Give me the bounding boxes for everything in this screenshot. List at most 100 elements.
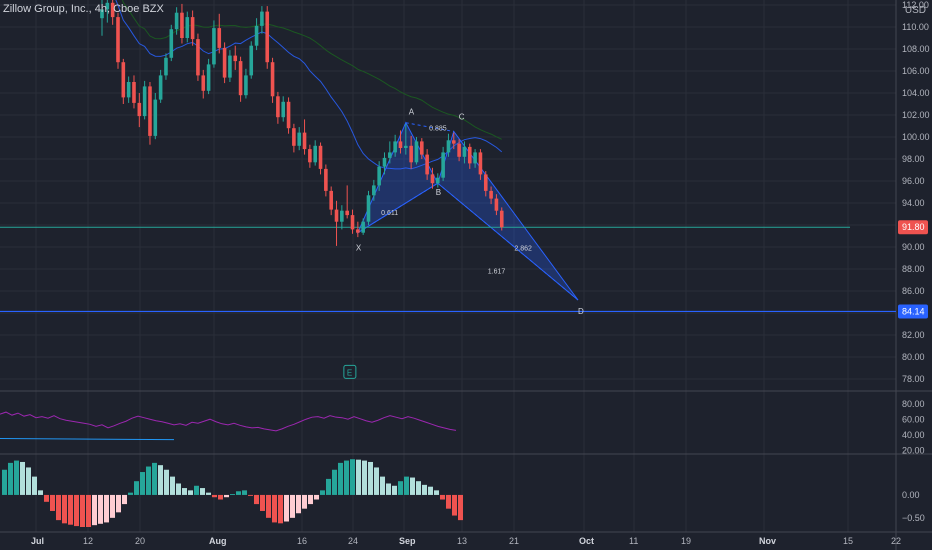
candle-body [260, 11, 264, 26]
histogram-bar [116, 494, 121, 513]
date-tick-label: 13 [457, 536, 467, 546]
histogram-bar [422, 484, 427, 495]
date-tick-label: Aug [209, 536, 227, 546]
candle-body [137, 102, 142, 117]
candle-body [467, 146, 472, 164]
oscillator-tick-label: 60.00 [902, 415, 925, 425]
price-tick-label: 104.00 [902, 88, 930, 98]
candle-body [451, 140, 456, 144]
exchange-label: Cboe BZX [113, 3, 164, 15]
candle-body [132, 82, 136, 103]
histogram-bar [20, 461, 25, 495]
candle-body [372, 185, 376, 196]
candle-body [169, 29, 174, 58]
histogram-bar [242, 490, 247, 495]
candle-body [276, 96, 280, 118]
interval-label[interactable]: 4h [94, 3, 107, 15]
date-tick-label: 20 [135, 536, 145, 546]
histogram-bar [206, 492, 211, 495]
price-tick-label: 82.00 [902, 330, 925, 340]
oscillator-tick-label: 40.00 [902, 430, 925, 440]
date-tick-label: 16 [297, 536, 307, 546]
pattern-label-d: D [578, 307, 584, 316]
candle-body [435, 177, 440, 184]
histogram-bar [170, 476, 175, 495]
histogram-bar [152, 462, 157, 495]
histogram-bar [314, 494, 319, 500]
price-tick-label: 80.00 [902, 352, 925, 362]
candle-body [478, 152, 483, 175]
earnings-marker-icon [343, 364, 357, 379]
date-tick-label: Jul [31, 536, 44, 546]
candle-body [158, 75, 163, 100]
histogram-bar [278, 494, 283, 524]
histogram-bar [2, 469, 7, 495]
date-tick-label: Oct [579, 536, 594, 546]
candle-body [430, 174, 435, 184]
candle-body [217, 28, 222, 48]
histogram-bar [416, 481, 421, 495]
histogram-bar [92, 494, 97, 526]
histogram-bar [440, 494, 445, 500]
current-price-tag: 91.80 [902, 222, 925, 232]
candle-body [446, 140, 451, 153]
candle-body [190, 17, 195, 40]
candle-body [233, 55, 238, 62]
candle-body [238, 61, 243, 96]
histogram-bar [68, 494, 73, 525]
candle-body [483, 174, 488, 191]
price-tick-label: 106.00 [902, 66, 930, 76]
histogram-bar [410, 477, 415, 495]
histogram-bar [332, 469, 337, 495]
pattern-label-c: C [459, 113, 465, 122]
histogram-bar [380, 476, 385, 495]
histogram-bar [158, 465, 163, 495]
candle-body [441, 152, 445, 178]
histogram-bar [218, 494, 223, 500]
histogram-bar [38, 490, 43, 495]
candle-body [270, 62, 275, 97]
candle-body [254, 25, 259, 46]
candle-body [494, 198, 499, 211]
histogram-bar [344, 460, 349, 495]
histogram-bar [350, 459, 355, 495]
chart-header: Zillow Group, Inc., 4h, Cboe BZX [3, 3, 164, 15]
candle-body [334, 209, 339, 222]
histogram-bar [164, 469, 169, 495]
histogram-bar [188, 490, 193, 495]
price-tick-label: 94.00 [902, 198, 925, 208]
candle-body [398, 141, 403, 148]
candle-body [377, 166, 381, 186]
histogram-bar [26, 467, 31, 495]
candle-body [185, 17, 190, 38]
symbol-name[interactable]: Zillow Group, Inc. [3, 3, 89, 15]
histogram-tick-label: −0.50 [902, 513, 925, 523]
candle-body [281, 101, 286, 118]
candle-body [350, 215, 355, 230]
earnings-marker-label: E [347, 368, 352, 377]
histogram-bar [338, 462, 343, 495]
date-tick-label: 24 [348, 536, 358, 546]
histogram-bar [194, 485, 199, 495]
candle-body [313, 145, 317, 163]
candle-body [164, 57, 168, 76]
candle-body [388, 152, 392, 158]
histogram-bar [98, 494, 103, 524]
histogram-bar [122, 494, 127, 505]
histogram-bar [32, 476, 37, 495]
candle-body [244, 75, 248, 96]
candle-body [153, 99, 158, 136]
candle-body [356, 229, 360, 233]
pattern-ratio-label: 0.885 [429, 125, 447, 132]
histogram-bar [290, 494, 295, 518]
histogram-bar [230, 494, 235, 495]
candle-body [265, 11, 270, 63]
candle-body [196, 39, 200, 76]
candle-body [302, 132, 307, 150]
date-tick-label: 15 [843, 536, 853, 546]
candle-body [105, 2, 110, 10]
histogram-bar [146, 466, 151, 495]
price-tick-label: 78.00 [902, 374, 925, 384]
